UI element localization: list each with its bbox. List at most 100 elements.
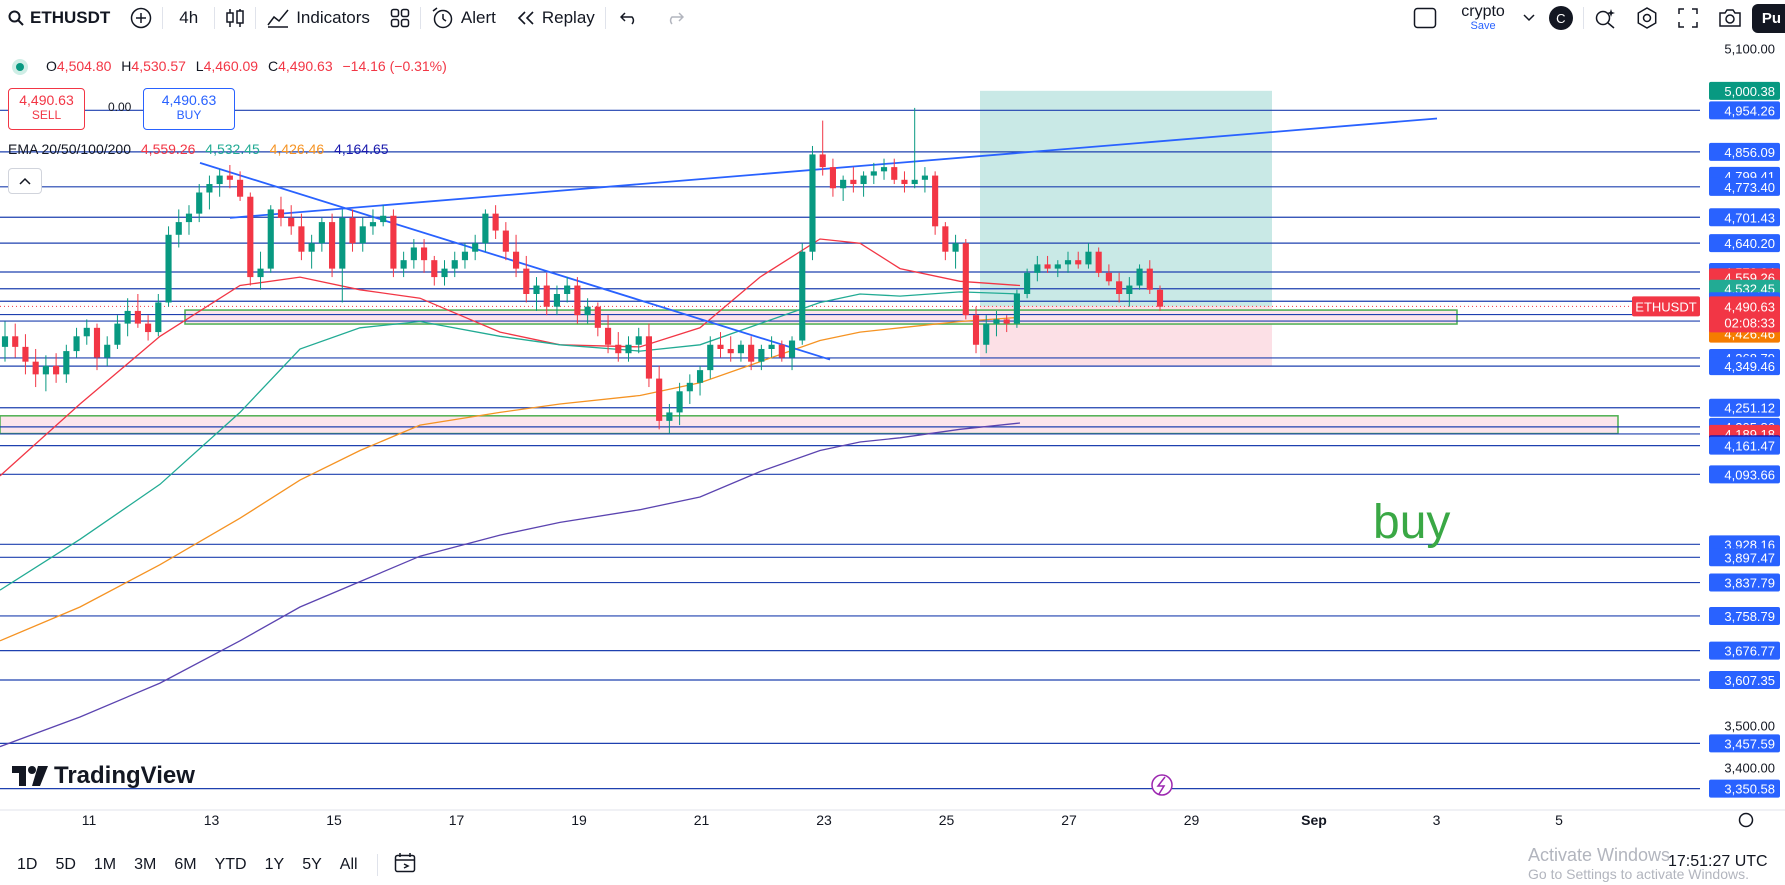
range-button-1y[interactable]: 1Y <box>264 856 285 873</box>
candle-body[interactable] <box>686 382 693 392</box>
undo-button[interactable] <box>606 0 652 36</box>
candle-body[interactable] <box>308 243 315 252</box>
candle-body[interactable] <box>482 213 489 244</box>
candle-body[interactable] <box>891 167 898 180</box>
price-axis-label[interactable] <box>1709 177 1780 196</box>
layout-name-button[interactable]: crypto Save <box>1447 0 1519 36</box>
candle-body[interactable] <box>1126 285 1133 294</box>
price-axis-label[interactable] <box>1709 142 1780 161</box>
event-marker-icon[interactable] <box>1151 774 1173 796</box>
candle-body[interactable] <box>615 344 622 354</box>
candle-body[interactable] <box>237 179 244 197</box>
candle-body[interactable] <box>12 336 19 347</box>
symbol-search-button[interactable]: ETHUSDT <box>0 0 120 36</box>
buy-annotation[interactable]: buy <box>1373 496 1451 549</box>
candle-body[interactable] <box>1156 289 1164 307</box>
fullscreen-button[interactable] <box>1668 0 1708 36</box>
price-axis-label[interactable] <box>1709 641 1780 660</box>
price-axis-label[interactable] <box>1709 357 1780 376</box>
candle-body[interactable] <box>461 251 469 261</box>
candle-body[interactable] <box>206 184 213 193</box>
candle-body[interactable] <box>1044 264 1051 269</box>
ema200-line[interactable] <box>0 422 1021 748</box>
candle-body[interactable] <box>932 175 939 227</box>
range-button-5y[interactable]: 5Y <box>302 856 322 873</box>
candle-body[interactable] <box>604 327 612 345</box>
axis-settings-icon[interactable] <box>1738 812 1754 828</box>
candle-body[interactable] <box>594 306 601 328</box>
candle-body[interactable] <box>727 348 734 354</box>
candle-body[interactable] <box>124 310 131 324</box>
candle-body[interactable] <box>329 222 336 269</box>
candle-body[interactable] <box>175 222 182 235</box>
candle-body[interactable] <box>737 344 744 354</box>
candle-body[interactable] <box>564 285 571 294</box>
candle-body[interactable] <box>921 175 928 180</box>
candle-body[interactable] <box>625 344 632 354</box>
goto-date-button[interactable] <box>388 852 424 879</box>
layout-toggle-button[interactable] <box>1403 0 1447 36</box>
price-axis-label[interactable] <box>1709 81 1780 100</box>
candle-body[interactable] <box>349 217 356 244</box>
candle-body[interactable] <box>53 365 60 375</box>
candle-body[interactable] <box>298 226 305 252</box>
candle-body[interactable] <box>410 247 417 261</box>
candle-body[interactable] <box>431 260 438 278</box>
range-button-1d[interactable]: 1D <box>17 856 38 873</box>
candle-body[interactable] <box>911 179 918 185</box>
candle-body[interactable] <box>1116 281 1123 294</box>
utc-clock[interactable]: 17:51:27 UTC <box>1668 853 1768 870</box>
candle-body[interactable] <box>778 344 785 358</box>
candle-body[interactable] <box>165 234 172 303</box>
candle-body[interactable] <box>666 412 673 421</box>
candle-body[interactable] <box>226 175 233 180</box>
candle-body[interactable] <box>359 226 366 244</box>
range-button-ytd[interactable]: YTD <box>214 856 247 873</box>
candle-body[interactable] <box>901 179 908 185</box>
candle-body[interactable] <box>850 179 857 185</box>
candle-body[interactable] <box>421 247 428 261</box>
candle-body[interactable] <box>318 222 325 244</box>
candle-body[interactable] <box>93 327 101 358</box>
support-zone[interactable] <box>0 415 1619 435</box>
candle-body[interactable] <box>942 226 949 252</box>
collapse-legend-button[interactable] <box>8 168 42 194</box>
templates-button[interactable] <box>380 0 420 36</box>
candle-body[interactable] <box>788 340 796 358</box>
candle-body[interactable] <box>983 323 990 345</box>
candle-body[interactable] <box>523 268 530 294</box>
price-axis-label[interactable] <box>1709 779 1780 798</box>
range-button-all[interactable]: All <box>339 856 358 873</box>
price-axis-label[interactable] <box>1709 465 1780 484</box>
price-chart[interactable]: ETHUSDT 5,100.00 3,500.00 3,400.00 5,000.38 4… <box>0 36 1785 845</box>
candle-body[interactable] <box>1054 264 1061 269</box>
candle-body[interactable] <box>63 351 70 375</box>
publish-button[interactable]: Pu <box>1751 0 1785 36</box>
price-axis-label[interactable] <box>1709 101 1780 120</box>
candle-body[interactable] <box>860 175 867 185</box>
candle-body[interactable] <box>768 344 775 349</box>
candle-body[interactable] <box>840 179 847 189</box>
candle-body[interactable] <box>1064 260 1072 265</box>
range-button-1m[interactable]: 1M <box>93 856 117 873</box>
candle-body[interactable] <box>533 285 540 294</box>
candle-body[interactable] <box>277 209 285 218</box>
candle-body[interactable] <box>196 192 203 214</box>
candle-body[interactable] <box>134 310 141 324</box>
time-axis[interactable] <box>0 811 1785 845</box>
price-axis-label[interactable] <box>1709 548 1780 567</box>
price-axis-label[interactable] <box>1709 606 1780 625</box>
candle-body[interactable] <box>339 217 346 269</box>
candle-body[interactable] <box>645 336 653 379</box>
position-target-zone[interactable] <box>980 90 1272 307</box>
candle-body[interactable] <box>73 336 80 352</box>
candle-body[interactable] <box>114 323 121 345</box>
snapshot-button[interactable] <box>1708 0 1752 36</box>
candle-body[interactable] <box>1105 272 1112 282</box>
price-axis-label[interactable] <box>1709 671 1780 690</box>
candle-body[interactable] <box>390 215 397 269</box>
candle-body[interactable] <box>656 378 663 421</box>
candle-body[interactable] <box>257 268 264 278</box>
current-price-label[interactable] <box>1709 296 1780 333</box>
candle-body[interactable] <box>809 154 816 252</box>
